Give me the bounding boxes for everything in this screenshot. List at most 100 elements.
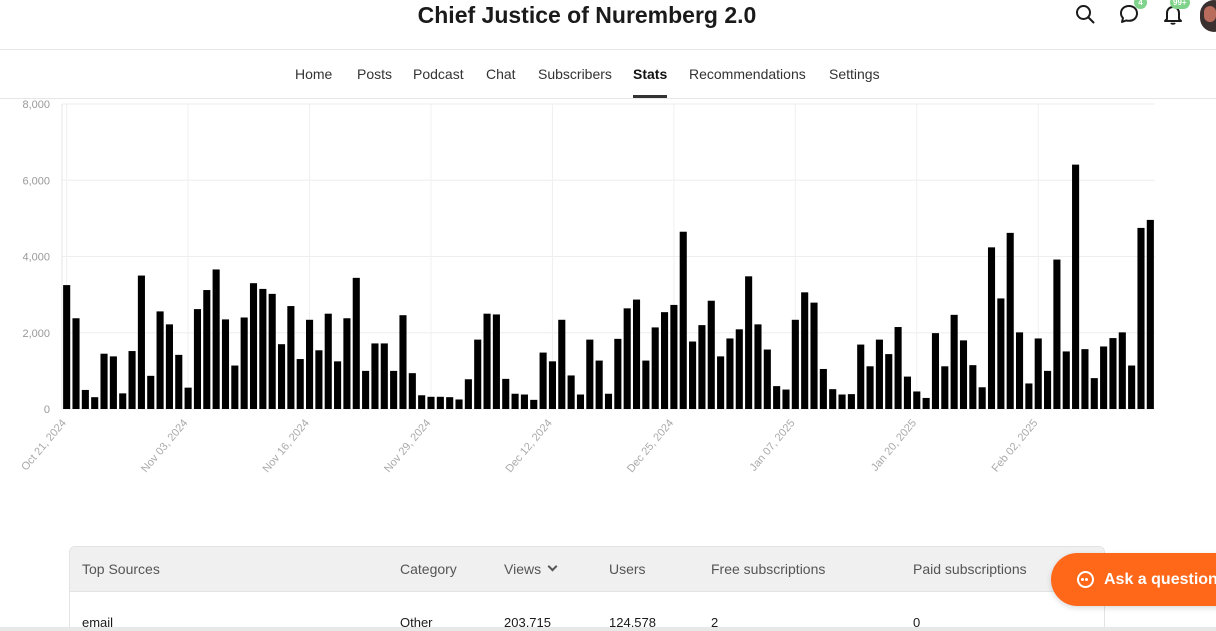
- tab-recommendations[interactable]: Recommendations: [689, 66, 806, 82]
- tab-stats[interactable]: Stats: [633, 50, 668, 98]
- chart-bar: [950, 314, 958, 409]
- chart-bar: [857, 344, 865, 409]
- chart-bar: [661, 312, 669, 409]
- chart-bar: [165, 324, 173, 409]
- chart-bar: [483, 313, 491, 409]
- column-header-users[interactable]: Users: [609, 561, 646, 577]
- chart-bar: [679, 231, 687, 409]
- x-tick-label: Jan 07, 2025: [748, 417, 798, 473]
- top-bar: Chief Justice of Nuremberg 2.0 4 99+: [0, 0, 1216, 50]
- chart-bar: [390, 370, 398, 409]
- cell-source: email: [82, 615, 114, 630]
- chevron-down-icon: [547, 561, 558, 572]
- cell-paid-subscriptions: 0: [913, 615, 921, 630]
- tab-home[interactable]: Home: [295, 66, 333, 82]
- chart-bar: [147, 375, 155, 409]
- column-header-views-label: Views: [504, 561, 542, 577]
- x-tick-label: Nov 29, 2024: [382, 417, 433, 475]
- chart-bar: [520, 394, 528, 409]
- chart-bar: [847, 394, 855, 409]
- chart-bar: [651, 327, 659, 409]
- chart-bar: [137, 275, 145, 409]
- x-tick-label: Dec 25, 2024: [625, 417, 676, 475]
- chart-bar: [819, 368, 827, 409]
- chart-bar: [418, 395, 426, 409]
- chart-bar: [604, 393, 613, 409]
- table-header: Top Sources Category Views Users Free su…: [70, 547, 1104, 592]
- chart-bar: [1062, 351, 1070, 409]
- views-bar-chart: 0 2,000 4,000 6,000 8,000 Oct 21, 2024 Nov 03,…: [19, 99, 1155, 475]
- chart-bar: [642, 360, 650, 409]
- chart-bar: [791, 319, 799, 409]
- chart-bar: [726, 338, 734, 409]
- chart-bar: [1015, 332, 1024, 409]
- tab-posts[interactable]: Posts: [357, 66, 393, 82]
- chart-bar: [530, 399, 538, 409]
- chart-bar: [782, 389, 790, 409]
- chart-bar: [595, 360, 603, 409]
- x-tick-label: Oct 21, 2024: [19, 417, 69, 473]
- chart-bar: [91, 397, 99, 409]
- chat-bubble-icon[interactable]: [1118, 3, 1140, 25]
- x-tick-label: Jan 20, 2025: [869, 417, 919, 473]
- chart-bar: [296, 359, 304, 409]
- tab-settings[interactable]: Settings: [829, 66, 880, 82]
- column-header-category[interactable]: Category: [400, 561, 457, 577]
- chart-bar: [810, 302, 818, 409]
- x-tick-label: Dec 12, 2024: [503, 417, 554, 475]
- chart-bar: [698, 325, 706, 409]
- chart-bar: [100, 353, 108, 409]
- tab-podcast[interactable]: Podcast: [413, 66, 464, 82]
- chart-bar: [268, 293, 276, 409]
- ask-question-button[interactable]: Ask a question: [1051, 553, 1216, 606]
- chart-bar: [184, 387, 192, 409]
- chart-bar: [997, 298, 1005, 409]
- search-icon[interactable]: [1074, 3, 1096, 25]
- chart-bar: [203, 290, 211, 409]
- horizontal-scrollbar[interactable]: [0, 627, 1216, 631]
- column-header-paid-subscriptions[interactable]: Paid subscriptions: [913, 561, 1027, 577]
- chat-dots-icon: [1077, 571, 1094, 588]
- chart-bar: [576, 394, 585, 409]
- y-tick-label: 8,000: [22, 99, 50, 111]
- chart-bar: [72, 318, 80, 409]
- chart-bar: [875, 339, 883, 409]
- tab-chat[interactable]: Chat: [486, 66, 516, 82]
- chart-bar: [1118, 332, 1126, 409]
- chart-bar: [380, 343, 388, 409]
- y-tick-label: 2,000: [22, 328, 50, 340]
- chart-bar: [371, 343, 379, 409]
- column-header-top-sources[interactable]: Top Sources: [82, 561, 160, 577]
- chart-bar: [763, 349, 771, 409]
- x-tick-label: Nov 16, 2024: [261, 417, 312, 475]
- chart-bar: [287, 306, 295, 409]
- chart-bar: [558, 319, 566, 409]
- chart-bar: [1025, 383, 1033, 409]
- chart-bar: [277, 344, 286, 409]
- chart-bar: [221, 319, 230, 409]
- column-header-views[interactable]: Views: [504, 547, 558, 592]
- chart-bar: [941, 366, 949, 409]
- chart-bar: [1137, 227, 1145, 409]
- chart-bar: [1044, 370, 1052, 409]
- chart-bar: [362, 370, 370, 409]
- chart-bar: [632, 299, 641, 409]
- chart-bar: [614, 338, 622, 409]
- chart-bar: [754, 324, 762, 409]
- chart-bar: [1100, 346, 1108, 409]
- chart-bar: [969, 365, 977, 409]
- site-title[interactable]: Chief Justice of Nuremberg 2.0: [417, 2, 757, 28]
- chart-bar: [334, 361, 342, 409]
- chart-bar: [249, 283, 258, 409]
- tab-subscribers[interactable]: Subscribers: [538, 66, 612, 82]
- chart-bar: [623, 308, 631, 409]
- chart-bar: [492, 314, 500, 409]
- column-header-free-subscriptions[interactable]: Free subscriptions: [711, 561, 826, 577]
- top-sources-table: Top Sources Category Views Users Free su…: [69, 546, 1105, 631]
- avatar[interactable]: [1200, 0, 1216, 32]
- chart-bar: [408, 373, 416, 409]
- cell-views: 203,715: [504, 615, 551, 630]
- chart-bar: [773, 386, 781, 409]
- chart-bar: [240, 317, 248, 409]
- chart-bar: [343, 318, 351, 409]
